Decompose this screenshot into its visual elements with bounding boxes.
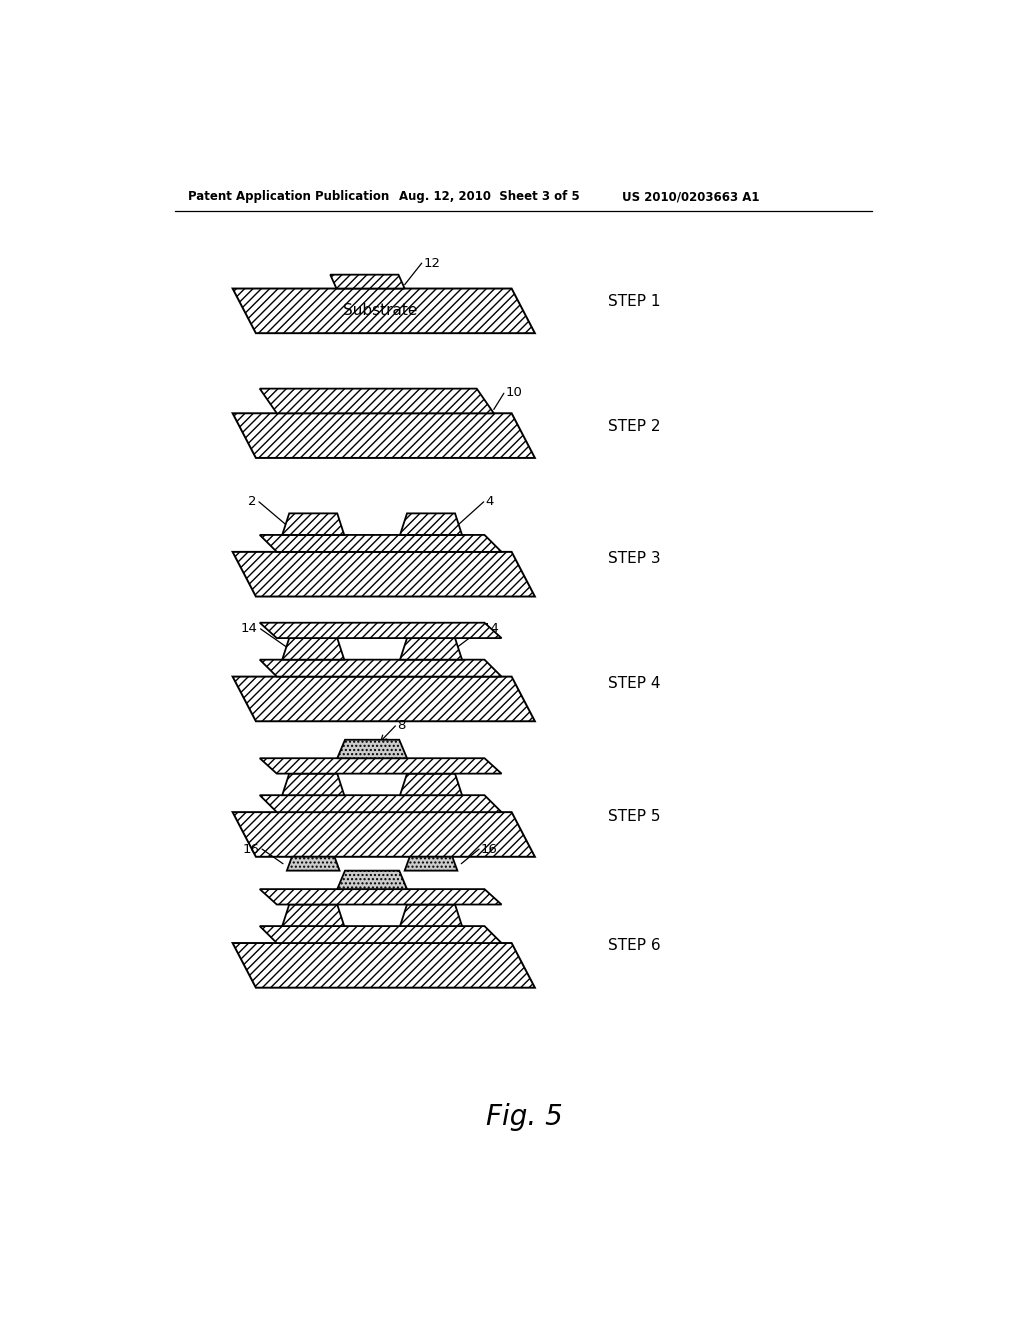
Text: Aug. 12, 2010  Sheet 3 of 5: Aug. 12, 2010 Sheet 3 of 5 [399,190,580,203]
Polygon shape [337,739,407,758]
Text: Fig. 5: Fig. 5 [486,1104,563,1131]
Text: STEP 6: STEP 6 [608,937,662,953]
Polygon shape [260,795,502,812]
Text: 16: 16 [242,842,259,855]
Polygon shape [260,623,502,638]
Polygon shape [260,535,502,552]
Polygon shape [232,677,535,721]
Polygon shape [260,660,502,677]
Polygon shape [232,552,535,597]
Text: 16: 16 [480,842,498,855]
Text: STEP 1: STEP 1 [608,294,662,309]
Polygon shape [260,758,502,774]
Polygon shape [260,927,502,942]
Polygon shape [283,638,344,660]
Polygon shape [283,774,344,795]
Polygon shape [400,638,462,660]
Text: STEP 5: STEP 5 [608,809,662,824]
Text: 10: 10 [506,385,522,399]
Polygon shape [232,413,535,458]
Polygon shape [287,857,340,871]
Text: Patent Application Publication: Patent Application Publication [188,190,390,203]
Polygon shape [400,513,462,535]
Text: US 2010/0203663 A1: US 2010/0203663 A1 [623,190,760,203]
Polygon shape [331,275,404,289]
Polygon shape [232,289,535,333]
Text: 4: 4 [485,495,494,508]
Polygon shape [232,942,535,987]
Text: STEP 3: STEP 3 [608,552,662,566]
Polygon shape [260,890,502,904]
Text: 8: 8 [397,719,406,733]
Polygon shape [400,904,462,927]
Polygon shape [232,812,535,857]
Text: 12: 12 [423,256,440,269]
Polygon shape [404,857,458,871]
Polygon shape [260,388,494,413]
Polygon shape [283,904,344,927]
Text: 14: 14 [483,622,500,635]
Text: 14: 14 [241,622,257,635]
Text: STEP 4: STEP 4 [608,676,662,692]
Polygon shape [283,513,344,535]
Text: Substrate: Substrate [343,304,417,318]
Text: 2: 2 [248,495,257,508]
Polygon shape [337,871,407,890]
Polygon shape [400,774,462,795]
Text: STEP 2: STEP 2 [608,418,662,434]
